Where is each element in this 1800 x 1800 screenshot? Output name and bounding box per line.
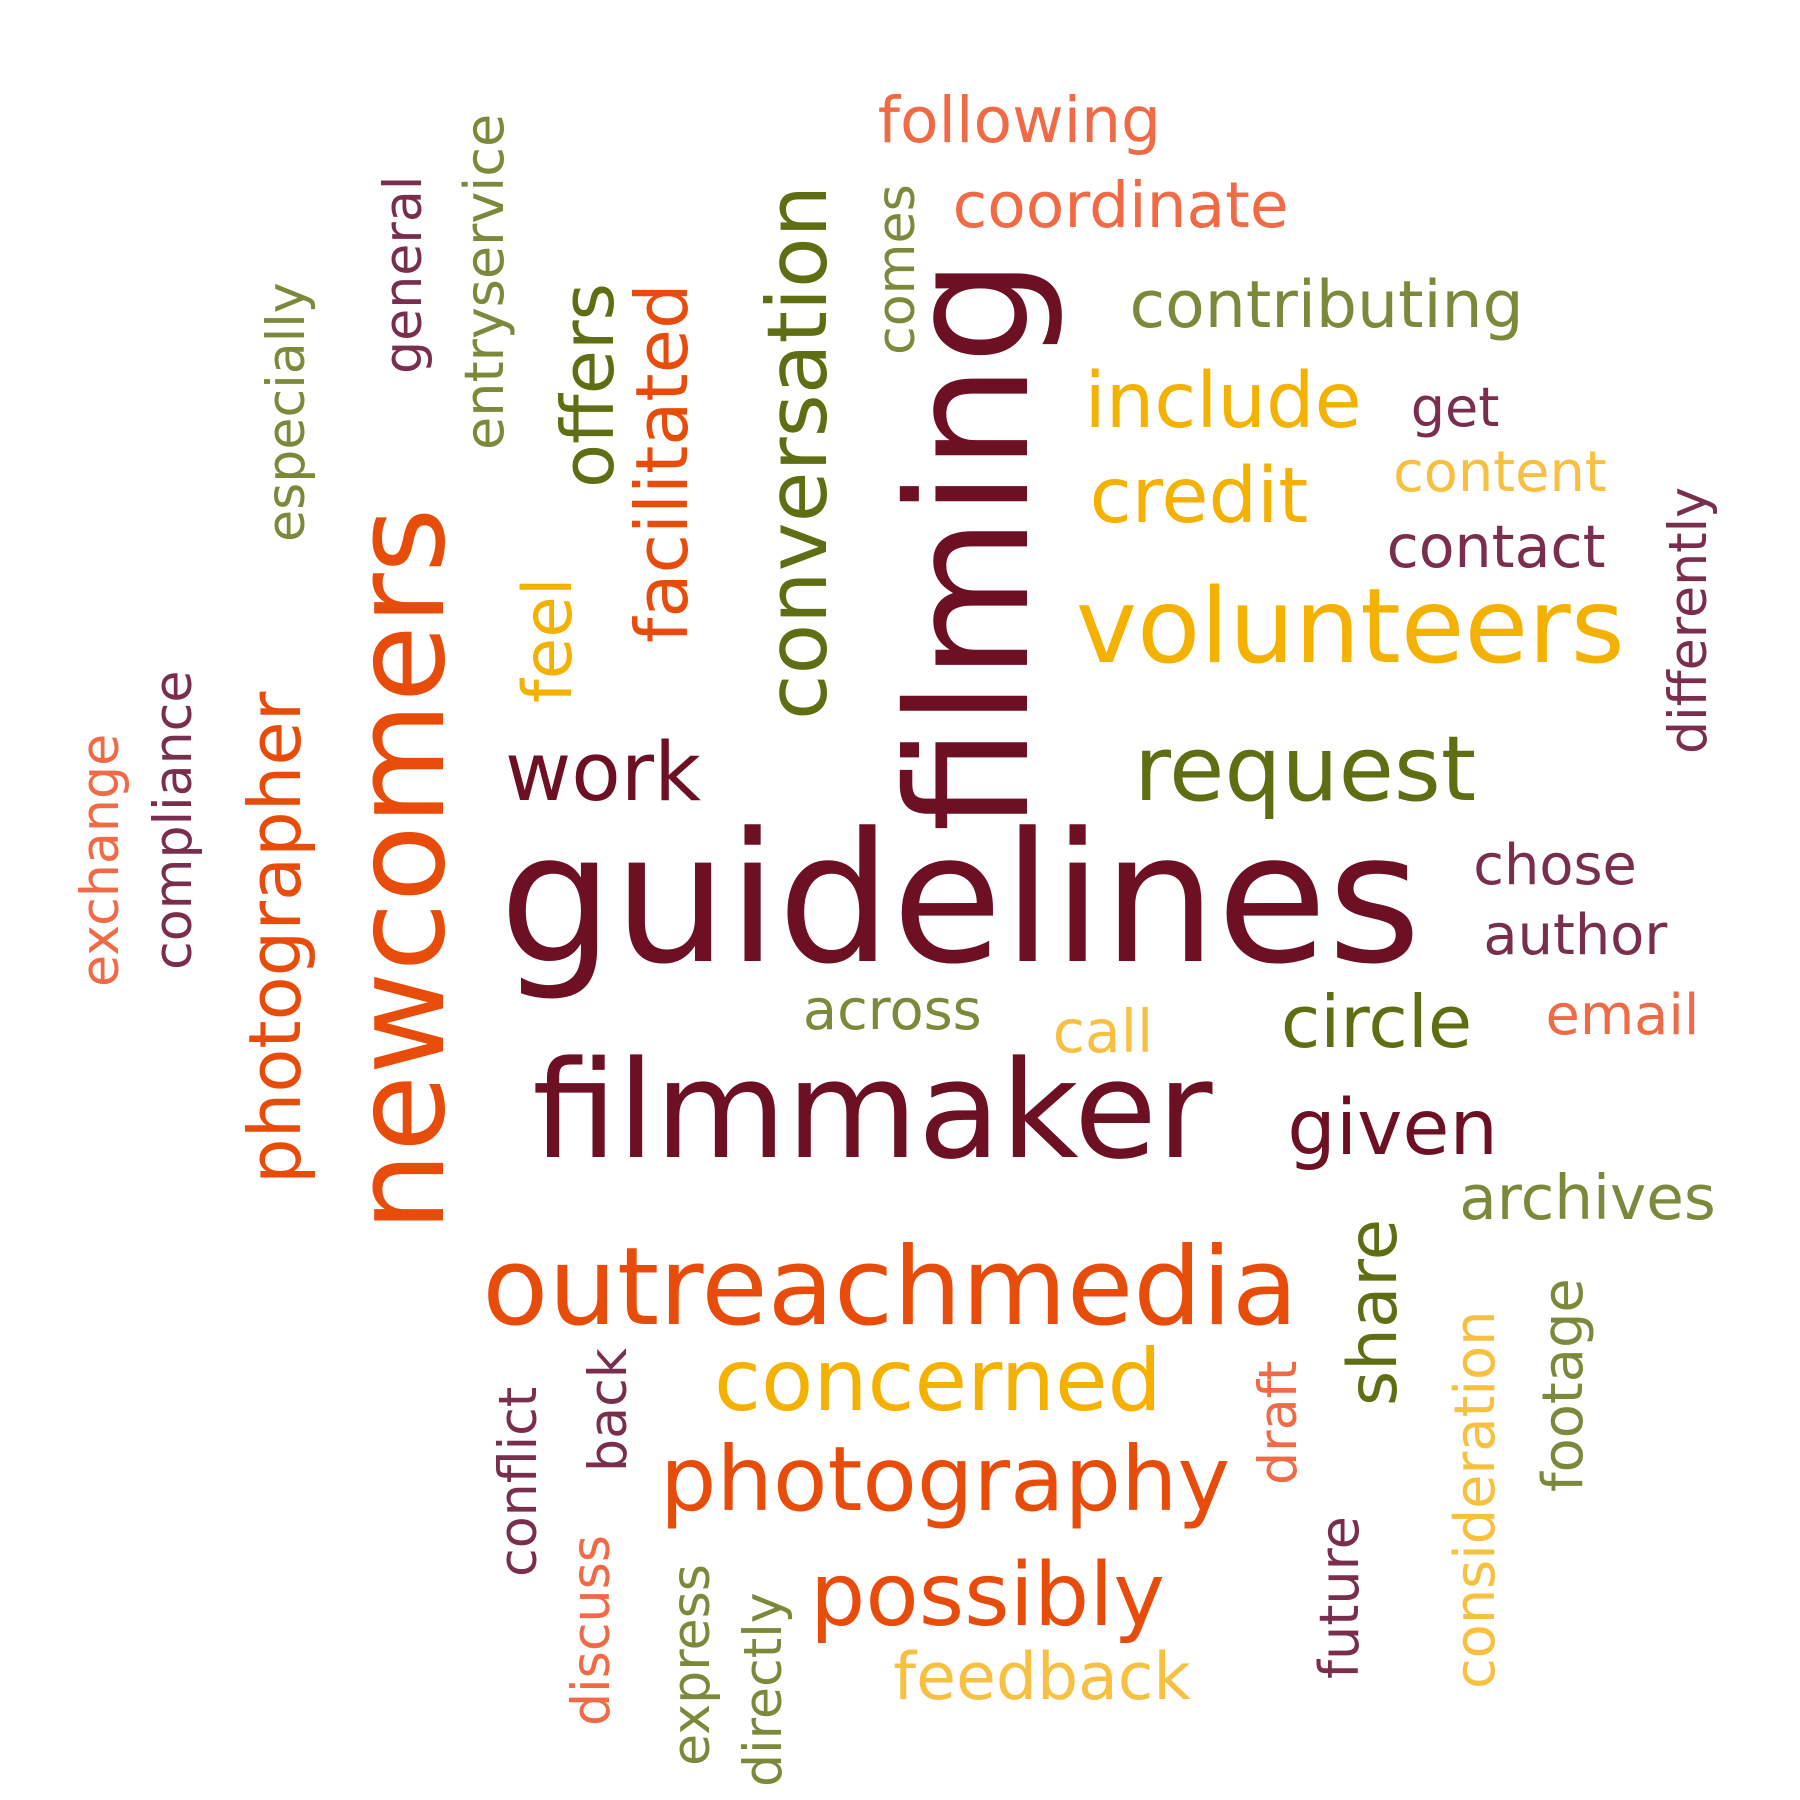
- word-archives: archives: [1459, 1163, 1716, 1235]
- word-guidelines: guidelines: [499, 795, 1422, 1004]
- word-across: across: [802, 978, 982, 1044]
- word-contributing: contributing: [1129, 267, 1524, 343]
- word-outreachmedia: outreachmedia: [482, 1225, 1299, 1350]
- word-concerned: concerned: [714, 1331, 1162, 1431]
- word-consideration: consideration: [1443, 1310, 1509, 1690]
- word-possibly: possibly: [810, 1543, 1166, 1646]
- word-given: given: [1287, 1084, 1498, 1174]
- word-circle: circle: [1280, 980, 1473, 1064]
- word-coordinate: coordinate: [952, 168, 1289, 242]
- word-get: get: [1410, 376, 1500, 439]
- word-volunteers: volunteers: [1075, 566, 1625, 687]
- word-share: share: [1332, 1218, 1412, 1406]
- word-directly: directly: [733, 1592, 794, 1788]
- word-facilitated: facilitated: [620, 283, 704, 643]
- word-following: following: [877, 83, 1162, 157]
- word-request: request: [1134, 717, 1477, 822]
- word-conflict: conflict: [488, 1387, 549, 1578]
- word-footage: footage: [1531, 1278, 1597, 1492]
- word-general: general: [373, 175, 434, 375]
- word-feedback: feedback: [893, 1639, 1191, 1715]
- word-entryservice: entryservice: [453, 113, 516, 451]
- word-call: call: [1052, 998, 1154, 1067]
- word-discuss: discuss: [561, 1534, 622, 1726]
- word-differently: differently: [1658, 486, 1719, 754]
- word-comes: comes: [866, 184, 927, 356]
- word-future: future: [1308, 1516, 1371, 1679]
- word-email: email: [1545, 983, 1700, 1049]
- word-newcomers: newcomers: [326, 507, 473, 1233]
- word-feel: feel: [507, 577, 587, 703]
- word-photography: photography: [660, 1427, 1231, 1532]
- word-author: author: [1483, 903, 1668, 969]
- word-include: include: [1084, 357, 1362, 447]
- word-compliance: compliance: [143, 670, 204, 970]
- word-contact: contact: [1386, 513, 1606, 582]
- word-credit: credit: [1089, 452, 1309, 542]
- word-back: back: [578, 1348, 639, 1473]
- word-offers: offers: [546, 282, 630, 488]
- word-work: work: [505, 725, 702, 820]
- word-content: content: [1393, 440, 1607, 506]
- word-exchange: exchange: [70, 733, 131, 987]
- word-conversation: conversation: [748, 184, 846, 720]
- word-express: express: [661, 1563, 722, 1766]
- word-chose: chose: [1473, 833, 1637, 899]
- word-photographer: photographer: [233, 691, 317, 1184]
- word-filmmaker: filmmaker: [532, 1031, 1213, 1189]
- word-especially: especially: [256, 282, 317, 543]
- word-draft: draft: [1248, 1360, 1309, 1485]
